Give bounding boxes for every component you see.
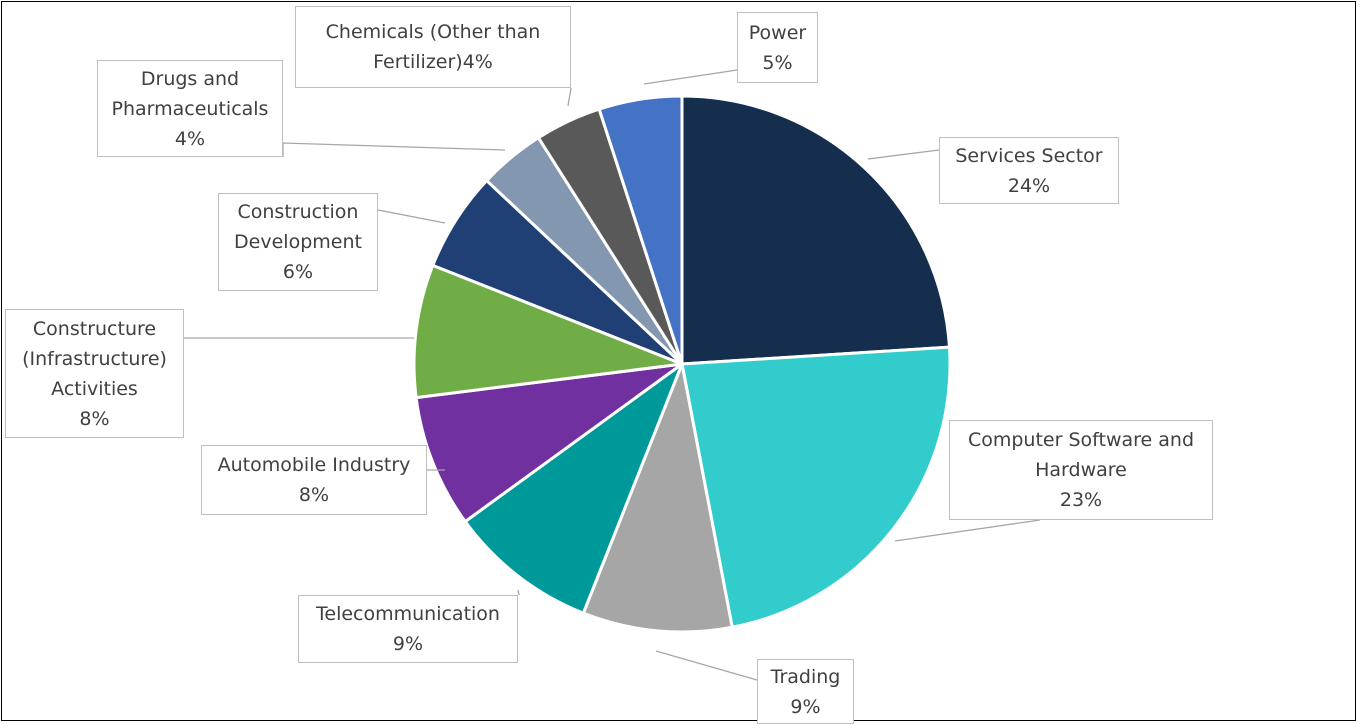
data-label-line: Trading — [770, 665, 841, 688]
data-label-line: Drugs and — [140, 67, 240, 90]
leader-line — [517, 589, 520, 596]
data-label-line: 9% — [790, 695, 821, 718]
data-label-line: 8% — [79, 407, 110, 430]
data-label-line: 8% — [298, 484, 330, 506]
data-label-line: 23% — [1059, 489, 1103, 511]
leader-line — [867, 149, 940, 160]
data-label: Computer Software and Hardware 23% — [949, 420, 1213, 520]
data-label: Construction Development 6% — [218, 193, 378, 291]
data-label-line: Development — [234, 231, 362, 253]
data-label: Telecommunication 9% — [298, 595, 518, 663]
data-label: Automobile Industry 8% — [201, 445, 427, 515]
data-label-line: 4% — [174, 127, 206, 150]
leader-line — [567, 87, 572, 107]
pie-slice-services-sector — [680, 94, 951, 366]
pie-slice-constructure-infrastructure-activities — [412, 263, 684, 400]
data-label-line: Fertilizer)4% — [373, 51, 493, 73]
data-label-line: Computer Software and — [967, 429, 1195, 451]
leader-line — [377, 209, 446, 224]
data-label-line: 24% — [1007, 174, 1051, 197]
pie-slice-telecommunication — [463, 362, 684, 615]
data-label-line: Activities — [51, 377, 138, 400]
data-label-line: 9% — [392, 633, 424, 655]
data-label-line: Power — [748, 21, 807, 44]
data-label-line: 6% — [282, 261, 314, 283]
data-label: Power 5% — [737, 12, 818, 83]
pie-slice-trading — [581, 362, 734, 634]
pie-slice-power — [597, 94, 684, 366]
data-label-line: Chemicals (Other than — [325, 21, 541, 43]
data-label: Drugs and Pharmaceuticals 4% — [97, 60, 283, 157]
data-label: Constructure (Infrastructure) Activities 8% — [5, 309, 184, 438]
data-label: Chemicals (Other than Fertilizer)4% — [295, 6, 571, 88]
leader-line — [643, 69, 738, 85]
data-label-line: Constructure — [32, 317, 157, 340]
data-label-line: Pharmaceuticals — [111, 97, 269, 120]
data-label-line: 5% — [762, 51, 793, 74]
data-label: Services Sector 24% — [939, 137, 1119, 204]
pie-slice-computer-software-and-hardware — [680, 345, 952, 629]
data-label-line: (Infrastructure) — [22, 347, 167, 370]
data-label-line: Construction — [237, 201, 359, 223]
data-label-line: Automobile Industry — [217, 454, 411, 476]
leader-line — [894, 519, 1041, 542]
data-label-line: Telecommunication — [316, 603, 500, 625]
pie-slice-automobile-industry — [414, 362, 684, 524]
data-label-line: Hardware — [1035, 459, 1127, 481]
data-label: Trading 9% — [757, 659, 854, 724]
data-label-line: Services Sector — [955, 144, 1103, 167]
leader-line — [655, 650, 758, 681]
leader-line — [282, 142, 506, 157]
